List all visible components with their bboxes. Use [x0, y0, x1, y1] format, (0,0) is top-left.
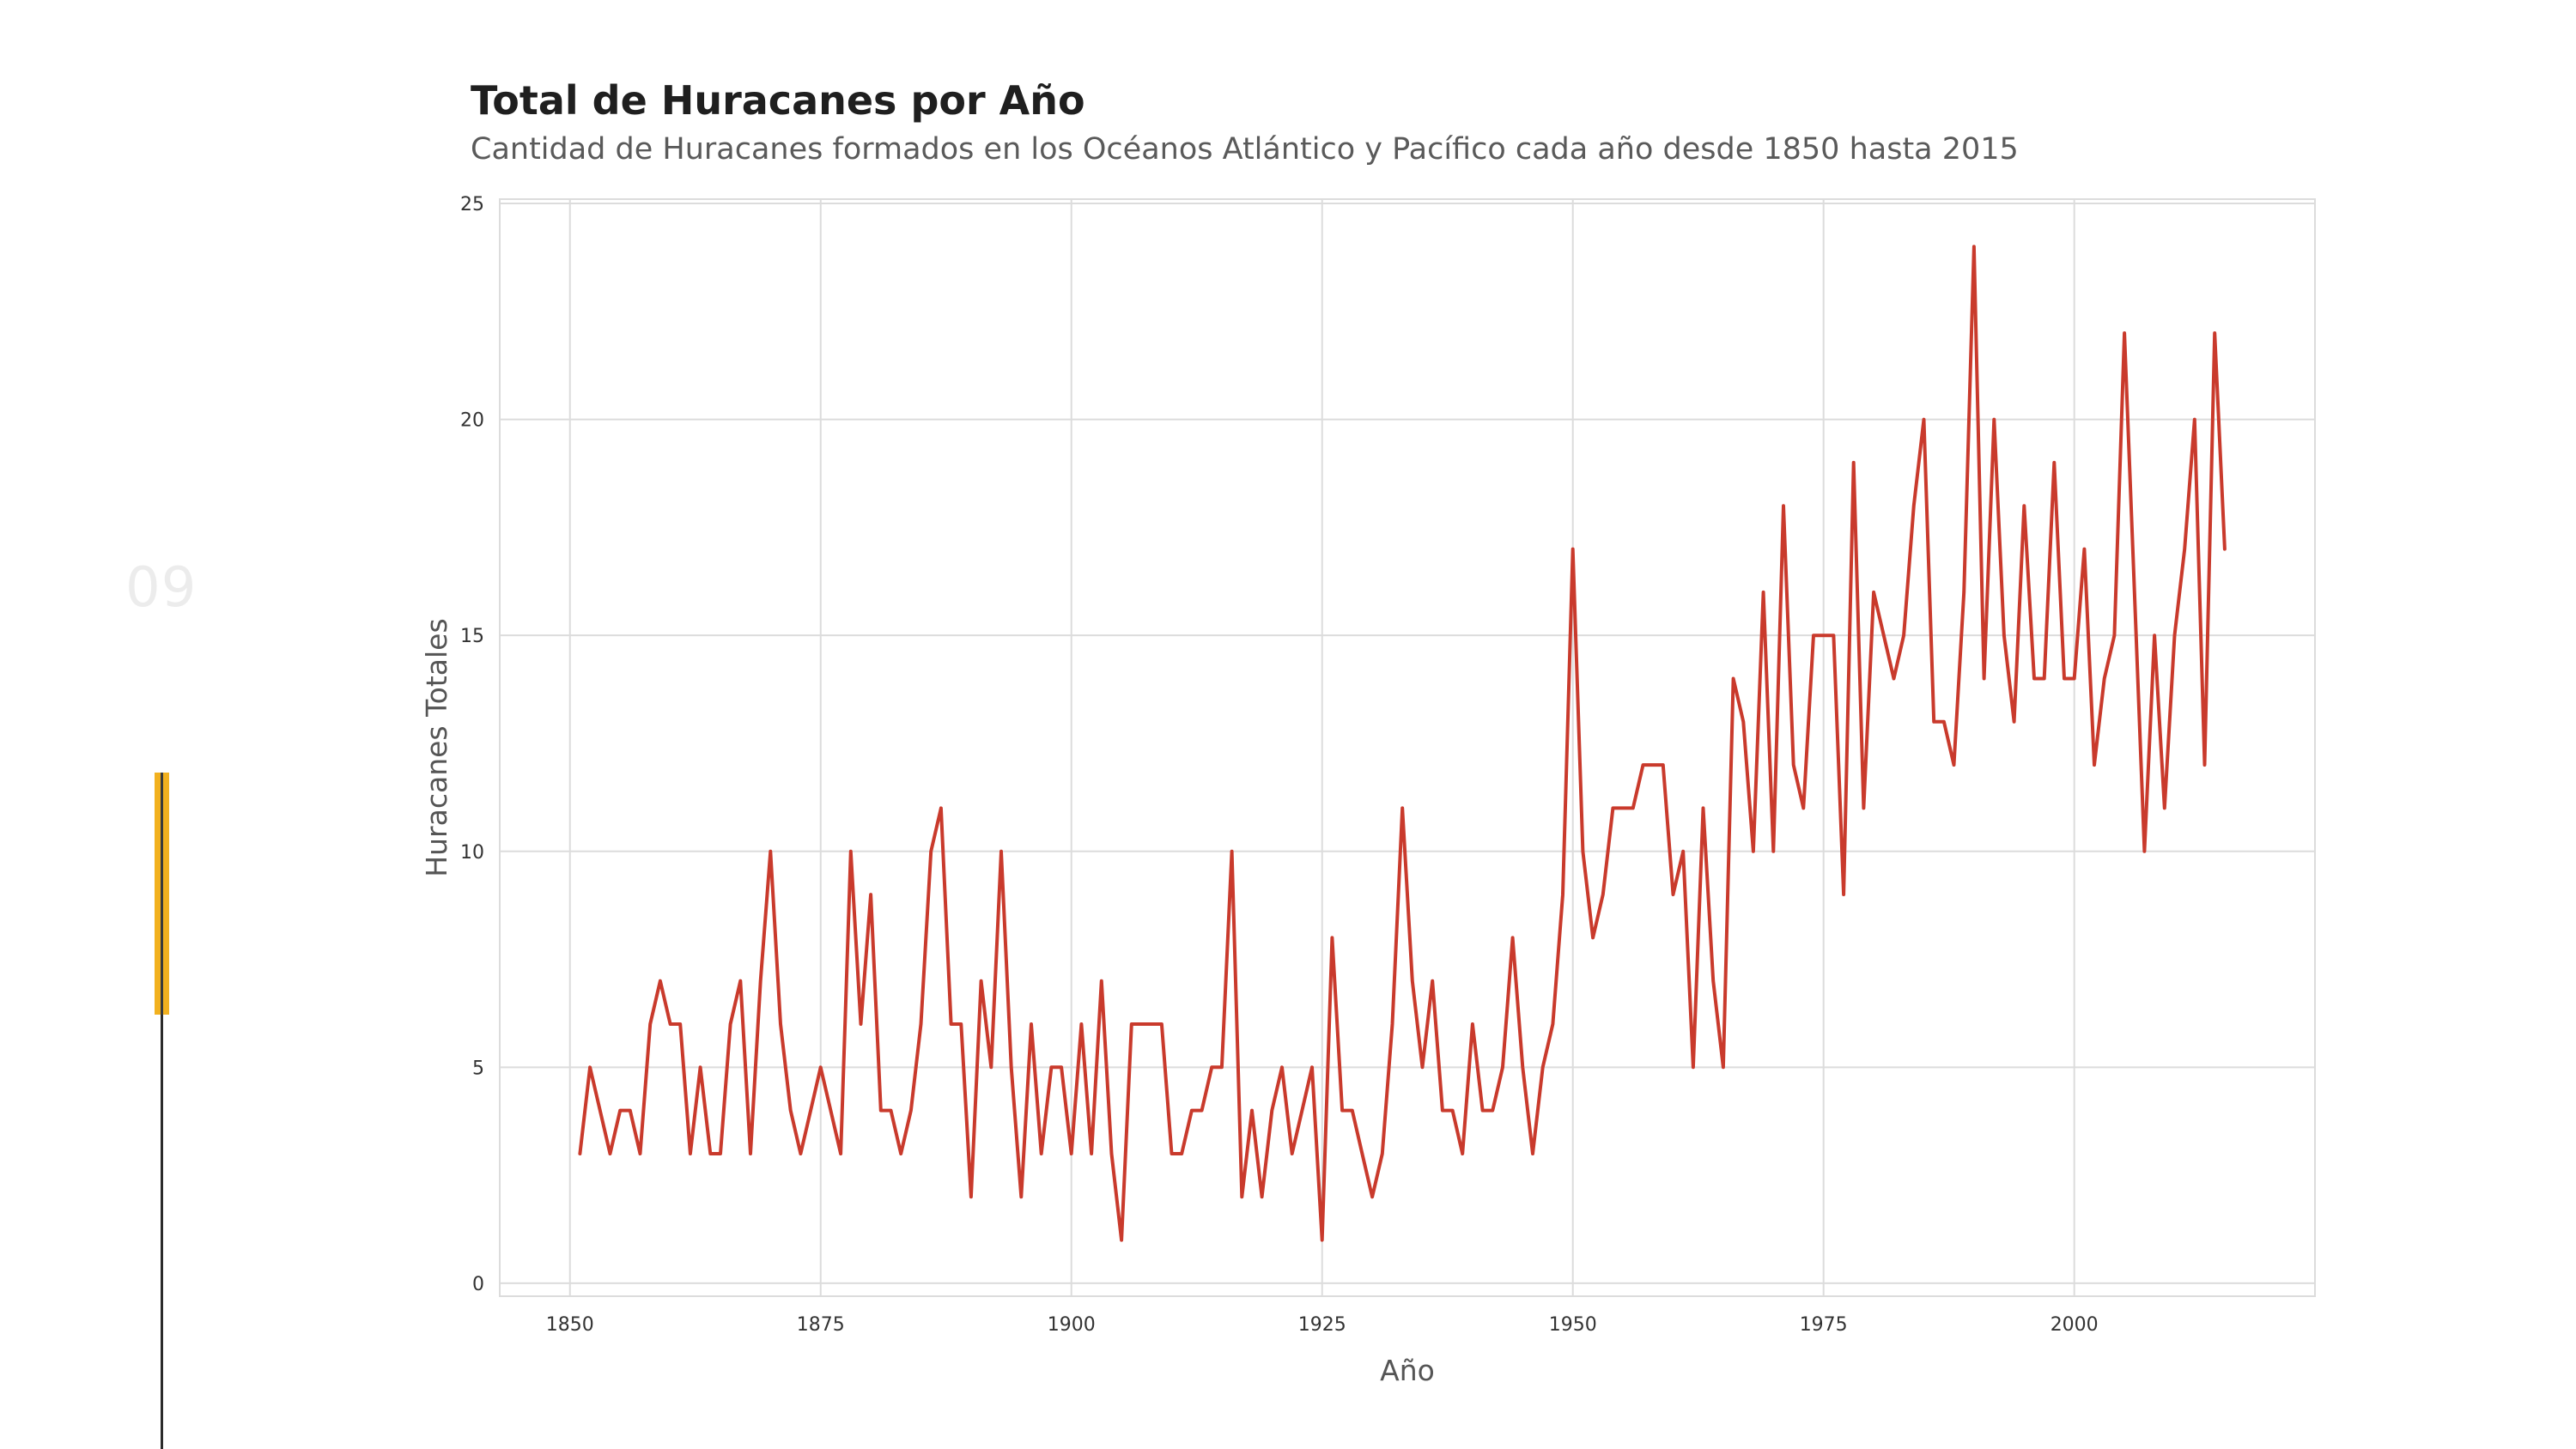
- slide-number: 09: [125, 556, 197, 620]
- axis-ticks: 1850 1875 1900 1925 1950 1975 2000 0 5 10 15 20 25: [460, 194, 2099, 1336]
- chart-title: Total de Huracanes por Año: [471, 77, 1085, 124]
- y-tick-label: 5: [472, 1058, 484, 1079]
- decorative-vertical-line: [161, 1013, 163, 1449]
- y-tick-label: 10: [460, 842, 484, 864]
- chart-subtitle: Cantidad de Huracanes formados en los Oc…: [471, 132, 2019, 167]
- y-tick-label: 0: [472, 1274, 484, 1295]
- y-tick-label: 25: [460, 194, 484, 215]
- x-tick-label: 1925: [1298, 1314, 1346, 1336]
- x-tick-label: 1975: [1800, 1314, 1848, 1336]
- x-tick-label: 1850: [546, 1314, 594, 1336]
- plot-area-frame: [499, 198, 2316, 1297]
- x-tick-label: 1900: [1048, 1314, 1096, 1336]
- y-axis-label: Huracanes Totales: [420, 618, 453, 876]
- y-tick-label: 20: [460, 410, 484, 432]
- grid-lines: [500, 199, 2315, 1296]
- x-tick-label: 2000: [2050, 1314, 2099, 1336]
- y-tick-label: 15: [460, 626, 484, 647]
- x-tick-label: 1950: [1549, 1314, 1597, 1336]
- accent-bar-core: [161, 773, 163, 1015]
- x-axis-label: Año: [1380, 1354, 1435, 1387]
- series-line-hurricanes: [578, 245, 2227, 1242]
- x-tick-label: 1875: [797, 1314, 845, 1336]
